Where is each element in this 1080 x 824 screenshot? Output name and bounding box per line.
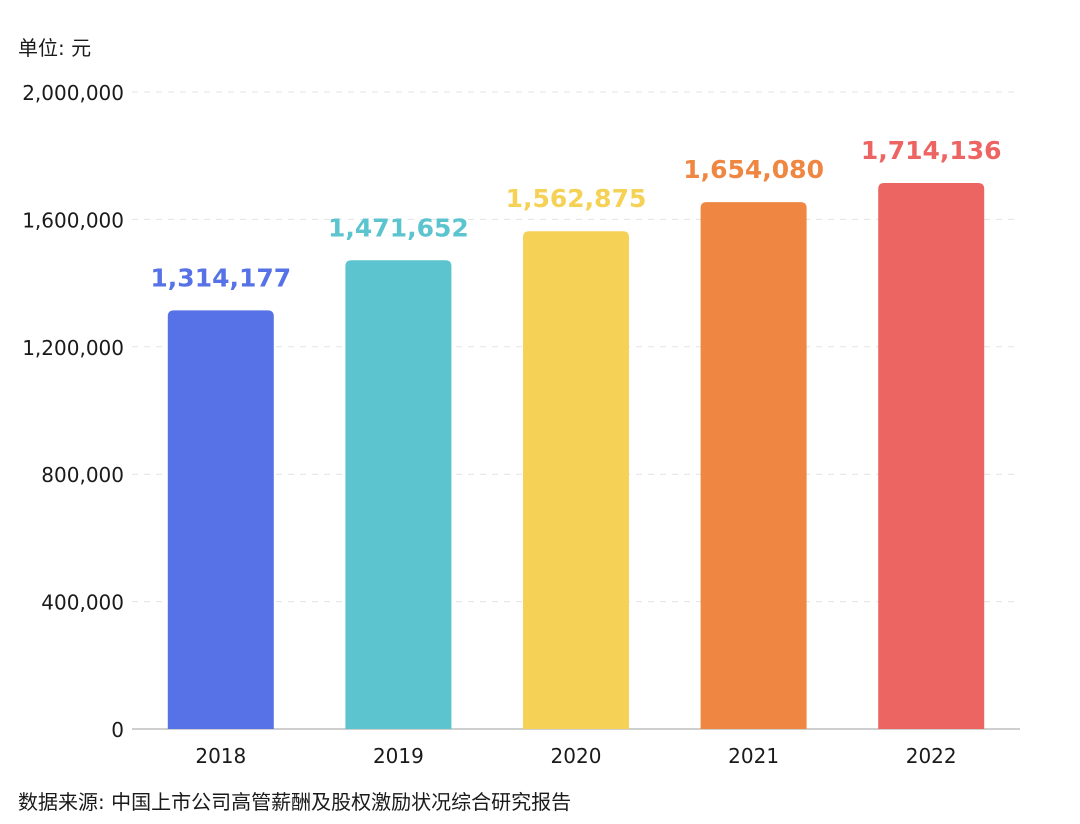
bar-2019	[345, 260, 452, 729]
bar-2022	[878, 183, 985, 730]
y-tick-label: 0	[111, 718, 124, 742]
bar-value-label: 1,314,177	[150, 263, 291, 292]
y-tick-label: 2,000,000	[22, 81, 124, 105]
bar-2021	[700, 202, 807, 729]
y-tick-label: 800,000	[41, 463, 124, 487]
y-tick-label: 400,000	[41, 591, 124, 615]
bar-2018	[167, 310, 274, 729]
unit-label: 单位: 元	[18, 36, 92, 60]
y-tick-label: 1,200,000	[22, 336, 124, 360]
x-tick-label: 2018	[195, 744, 246, 768]
bar-value-label: 1,714,136	[861, 136, 1002, 165]
y-tick-label: 1,600,000	[22, 208, 124, 232]
bar-2020	[523, 231, 629, 730]
bar-value-label: 1,471,652	[328, 213, 469, 242]
bar-value-label: 1,654,080	[683, 155, 824, 184]
bar-value-label: 1,562,875	[506, 184, 647, 213]
x-tick-label: 2022	[906, 744, 957, 768]
x-tick-label: 2021	[728, 744, 779, 768]
x-tick-label: 2019	[373, 744, 424, 768]
source-label: 数据来源: 中国上市公司高管薪酬及股权激励状况综合研究报告	[18, 790, 572, 814]
x-tick-label: 2020	[551, 744, 602, 768]
